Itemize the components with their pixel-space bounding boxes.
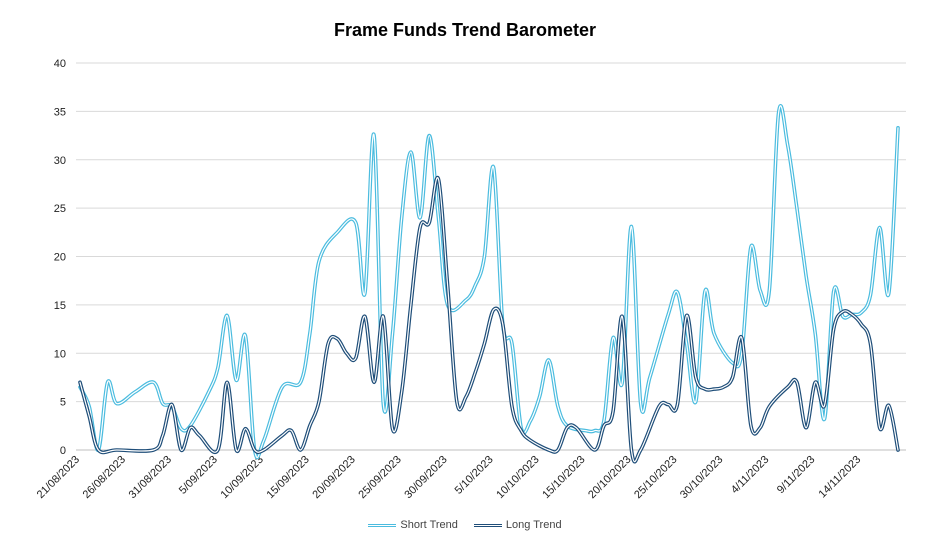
x-tick-label: 15/09/2023	[264, 454, 311, 501]
legend: Short Trend Long Trend	[0, 519, 930, 531]
y-tick-label: 5	[60, 397, 66, 409]
long-trend-line-inner	[79, 176, 899, 463]
x-tick-label: 25/10/2023	[632, 454, 679, 501]
legend-item-short: Short Trend	[368, 519, 458, 531]
x-tick-label: 21/08/2023	[35, 454, 82, 501]
x-tick-label: 20/10/2023	[586, 454, 633, 501]
x-tick-label: 25/09/2023	[356, 454, 403, 501]
legend-label-short: Short Trend	[400, 519, 458, 531]
x-tick-label: 31/08/2023	[127, 454, 174, 501]
legend-item-long: Long Trend	[473, 519, 562, 531]
y-tick-label: 40	[54, 58, 66, 70]
y-tick-label: 0	[60, 445, 66, 457]
legend-label-long: Long Trend	[505, 519, 562, 531]
y-tick-label: 15	[54, 300, 66, 312]
x-tick-label: 26/08/2023	[81, 454, 128, 501]
x-tick-label: 10/09/2023	[219, 454, 266, 501]
x-tick-label: 14/11/2023	[817, 454, 864, 501]
y-tick-label: 35	[54, 106, 66, 118]
chart-title: Frame Funds Trend Barometer	[333, 20, 597, 40]
series-lines	[78, 103, 900, 464]
x-tick-label: 20/09/2023	[310, 454, 357, 501]
x-tick-label: 30/09/2023	[402, 454, 449, 501]
legend-swatch-long	[473, 523, 502, 527]
y-tick-label: 10	[54, 348, 66, 360]
x-tick-label: 4/11/2023	[729, 454, 772, 497]
x-tick-label: 5/09/2023	[177, 454, 220, 497]
x-tick-label: 5/10/2023	[453, 454, 496, 497]
y-tick-label: 25	[54, 203, 66, 215]
legend-swatch-short	[368, 523, 397, 527]
y-axis-ticks: 0 5 10 15 20 25 30 35 40	[54, 58, 66, 457]
x-tick-label: 30/10/2023	[678, 454, 725, 501]
x-tick-label: 9/11/2023	[775, 454, 818, 497]
y-tick-label: 20	[54, 252, 66, 264]
x-tick-label: 10/10/2023	[494, 454, 541, 501]
short-trend-line-inner	[79, 105, 899, 458]
y-tick-label: 30	[54, 155, 66, 167]
x-tick-label: 15/10/2023	[540, 454, 587, 501]
